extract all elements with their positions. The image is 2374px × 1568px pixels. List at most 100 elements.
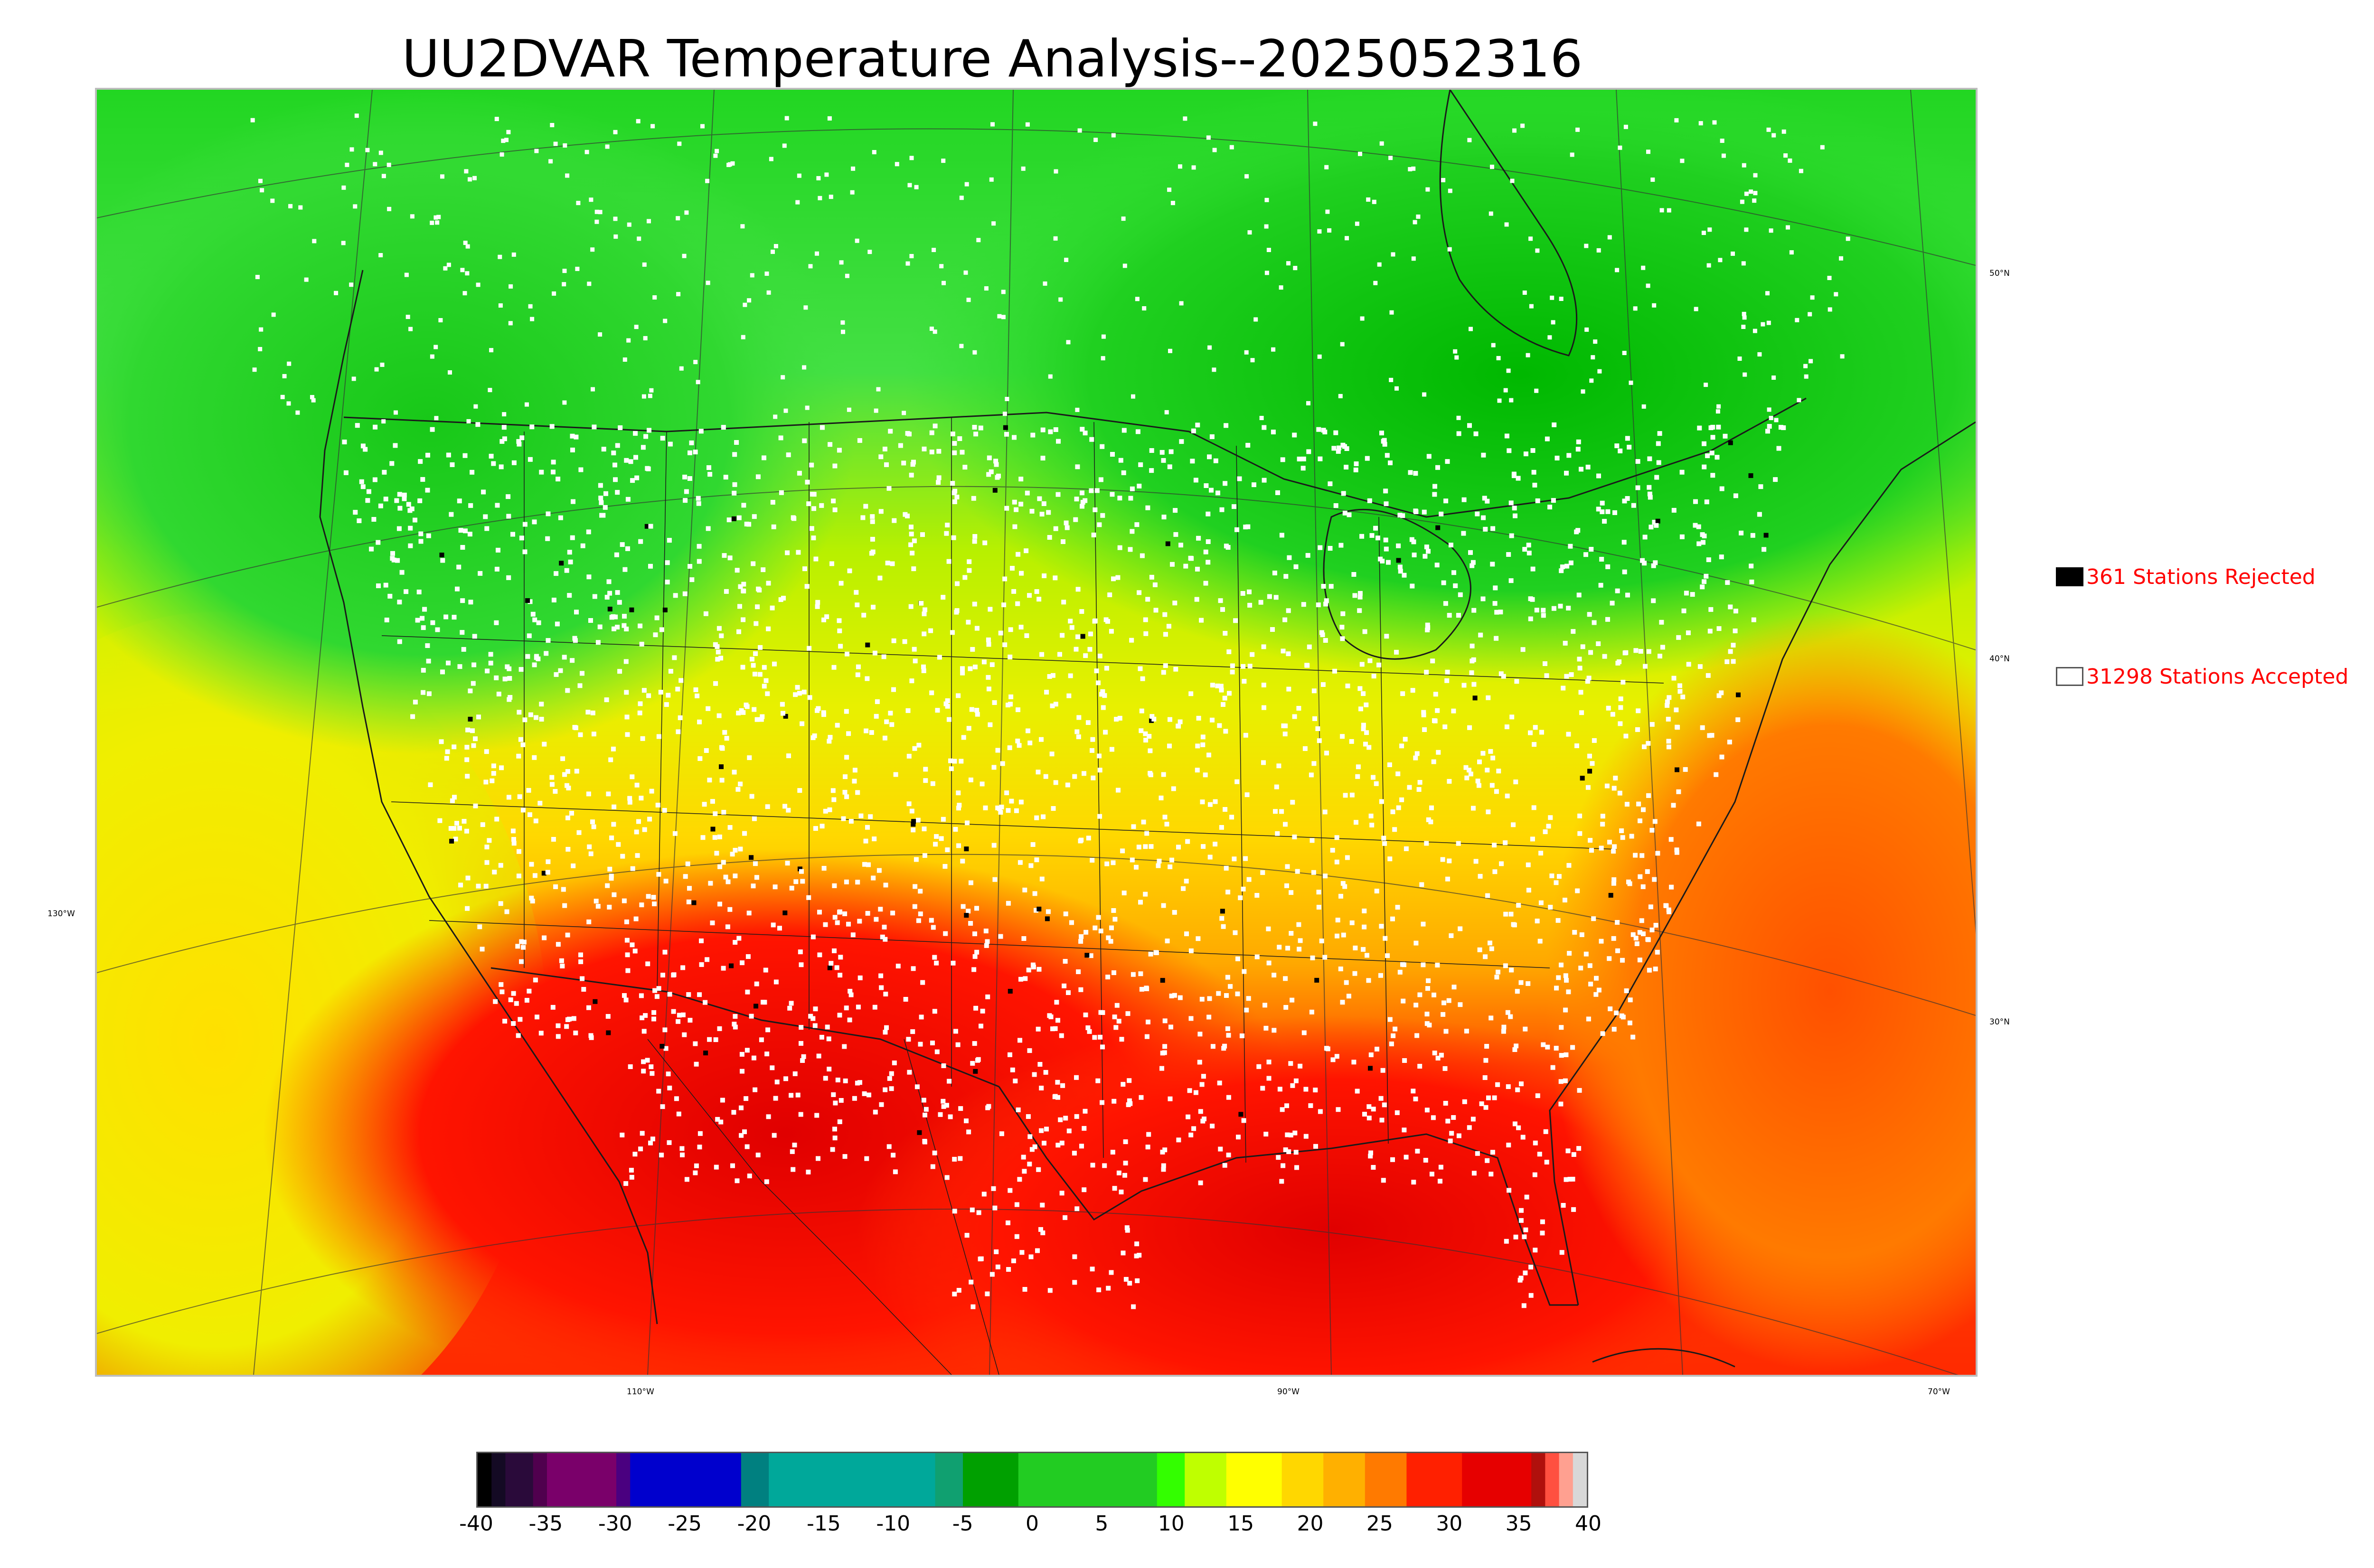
accepted-station-marker [1345,236,1349,241]
accepted-station-marker [1145,1145,1150,1150]
accepted-station-marker [1116,1170,1121,1175]
accepted-station-marker [1169,857,1174,863]
accepted-station-marker [386,162,391,167]
colorbar-canvas [478,1453,1587,1506]
accepted-station-marker [1550,295,1554,300]
parallel-30n [97,854,1976,1016]
accepted-station-marker [1611,936,1616,941]
accepted-station-marker [1397,513,1403,518]
accepted-station-marker [397,492,402,497]
accepted-station-marker [680,1012,686,1017]
accepted-station-marker [452,615,457,620]
accepted-station-marker [1203,549,1208,554]
accepted-station-marker [1333,430,1338,435]
accepted-station-marker [476,883,481,889]
accepted-station-marker [981,659,987,665]
accepted-station-marker [828,735,833,740]
accepted-station-marker [1600,509,1605,515]
accepted-station-marker [1618,696,1623,702]
accepted-station-marker [749,794,754,799]
accepted-station-marker [634,782,640,788]
accepted-station-marker [1739,530,1744,535]
accepted-station-marker [1010,566,1015,571]
accepted-station-marker [844,709,849,714]
accepted-station-marker [1757,352,1762,357]
accepted-station-marker [797,173,801,178]
accepted-station-marker [804,584,810,589]
accepted-station-marker [678,715,683,720]
accepted-station-marker [974,949,980,955]
accepted-station-marker [1226,649,1232,654]
accepted-station-marker [1513,779,1518,785]
accepted-station-marker [1441,1000,1446,1005]
accepted-station-marker [1309,1009,1314,1014]
accepted-station-marker [532,873,537,878]
accepted-station-marker [752,514,757,519]
accepted-station-marker [1395,771,1401,777]
accepted-station-marker [683,874,688,879]
accepted-station-marker [1026,967,1031,973]
accepted-station-marker [884,1025,889,1030]
accepted-station-marker [837,448,842,453]
accepted-station-marker [1053,702,1058,707]
accepted-station-marker [627,799,632,805]
accepted-station-marker [648,524,653,529]
accepted-station-marker [724,589,729,594]
accepted-station-marker [1342,884,1347,889]
accepted-station-marker [1198,1109,1203,1114]
accepted-station-marker [1127,1078,1132,1083]
accepted-station-marker [1566,453,1572,458]
accepted-station-marker [1185,839,1190,844]
accepted-station-marker [986,1104,991,1109]
accepted-station-marker [1201,1074,1206,1079]
accepted-station-marker [1264,271,1269,275]
accepted-station-marker [1577,1088,1582,1093]
accepted-station-marker [666,1071,671,1077]
accepted-station-marker [1480,596,1486,601]
accepted-station-marker [1027,1134,1033,1139]
accepted-station-marker [957,436,962,441]
accepted-station-marker [1441,1012,1446,1017]
rejected-station-marker [1220,909,1225,914]
accepted-station-marker [883,992,888,996]
accepted-station-marker [870,514,875,519]
accepted-station-marker [1039,737,1044,742]
accepted-station-marker [1515,989,1520,994]
accepted-station-marker [800,1058,805,1063]
accepted-station-marker [1567,951,1572,956]
accepted-station-marker [1618,145,1622,150]
accepted-station-marker [919,1014,924,1020]
accepted-station-marker [1429,805,1434,810]
accepted-station-marker [751,883,756,889]
accepted-station-marker [1563,1078,1568,1083]
accepted-station-marker [754,875,759,880]
accepted-station-marker [697,544,702,549]
accepted-station-marker [641,1059,646,1064]
colorbar-tick-label: 20 [1297,1512,1324,1536]
accepted-station-marker [1139,986,1144,992]
accepted-station-marker [954,610,959,615]
accepted-station-marker [1050,673,1055,678]
accepted-station-marker [732,1022,737,1027]
accepted-station-marker [1526,353,1530,357]
accepted-station-marker [564,1024,569,1029]
rejected-station-marker [1368,1066,1373,1071]
accepted-station-marker [1702,579,1707,584]
accepted-station-marker [404,272,409,277]
accepted-station-marker [1577,831,1583,836]
accepted-station-marker [499,464,504,469]
accepted-station-marker [1034,815,1039,820]
accepted-station-marker [1196,715,1201,721]
accepted-station-marker [1330,1057,1336,1062]
accepted-station-marker [1384,634,1389,639]
rejected-station-marker [1314,977,1319,983]
accepted-station-marker [1503,840,1508,845]
accepted-station-marker [1579,710,1584,715]
accepted-station-marker [1619,1013,1624,1018]
accepted-station-marker [1325,209,1330,214]
accepted-station-marker [1584,327,1589,332]
accepted-station-marker [1297,947,1302,952]
accepted-station-marker [630,866,635,871]
accepted-station-marker [706,281,710,285]
accepted-station-marker [1391,1033,1396,1038]
